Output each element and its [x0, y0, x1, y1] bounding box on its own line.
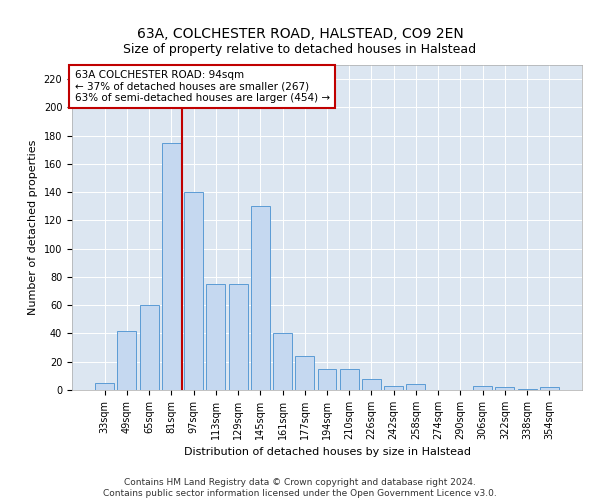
- Y-axis label: Number of detached properties: Number of detached properties: [28, 140, 38, 315]
- Bar: [184, 192, 203, 390]
- Bar: [518, 388, 536, 390]
- Text: 63A COLCHESTER ROAD: 94sqm
← 37% of detached houses are smaller (267)
63% of sem: 63A COLCHESTER ROAD: 94sqm ← 37% of deta…: [74, 70, 329, 103]
- Text: Contains HM Land Registry data © Crown copyright and database right 2024.
Contai: Contains HM Land Registry data © Crown c…: [103, 478, 497, 498]
- Bar: [295, 356, 314, 390]
- Bar: [362, 378, 381, 390]
- Bar: [229, 284, 248, 390]
- Bar: [95, 383, 114, 390]
- Bar: [273, 334, 292, 390]
- Bar: [118, 330, 136, 390]
- Bar: [473, 386, 492, 390]
- Bar: [496, 387, 514, 390]
- Bar: [384, 386, 403, 390]
- Bar: [162, 142, 181, 390]
- Bar: [406, 384, 425, 390]
- X-axis label: Distribution of detached houses by size in Halstead: Distribution of detached houses by size …: [184, 448, 470, 458]
- Bar: [340, 369, 359, 390]
- Bar: [540, 387, 559, 390]
- Bar: [251, 206, 270, 390]
- Text: 63A, COLCHESTER ROAD, HALSTEAD, CO9 2EN: 63A, COLCHESTER ROAD, HALSTEAD, CO9 2EN: [137, 28, 463, 42]
- Bar: [317, 369, 337, 390]
- Bar: [206, 284, 225, 390]
- Bar: [140, 305, 158, 390]
- Text: Size of property relative to detached houses in Halstead: Size of property relative to detached ho…: [124, 42, 476, 56]
